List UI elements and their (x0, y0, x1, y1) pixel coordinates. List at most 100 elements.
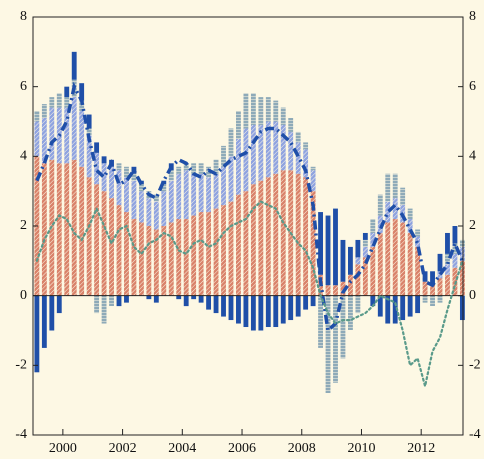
bar-segment (161, 191, 167, 226)
bar-segment (101, 295, 107, 324)
bar-segment (280, 107, 286, 125)
bar-segment (191, 295, 197, 300)
bar-segment (288, 295, 294, 321)
bar-segment (280, 295, 286, 324)
bar-segment (347, 246, 353, 275)
bar-segment (183, 219, 189, 296)
x-tick-label: 2004 (168, 441, 196, 456)
bar-segment (116, 205, 122, 296)
bar-segment (310, 166, 316, 171)
bar-segment (56, 295, 62, 314)
bar-segment (213, 173, 219, 209)
bar-segment (213, 159, 219, 174)
bar-segment (445, 274, 450, 296)
bar-segment (131, 180, 137, 220)
bar-segment (407, 232, 413, 296)
bar-segment (265, 295, 271, 328)
x-tick-label: 2010 (347, 441, 375, 456)
bar-segment (437, 278, 443, 296)
y2-tick-label: 0 (469, 288, 476, 303)
bar-segment (168, 222, 174, 296)
bar-segment (176, 295, 182, 300)
bar-segment (168, 170, 174, 181)
bar-segment (392, 198, 398, 220)
bar-segment (34, 121, 40, 157)
bar-segment (325, 285, 331, 296)
y-tick-label: 2 (20, 218, 27, 233)
bar-segment (422, 281, 428, 296)
bar-segment (146, 295, 152, 300)
bar-segment (86, 128, 92, 136)
bar-segment (221, 295, 226, 317)
bar-segment (318, 212, 323, 275)
bar-segment (385, 173, 391, 202)
bar-segment (377, 232, 383, 296)
bar-segment (273, 121, 279, 174)
bar-segment (221, 166, 226, 206)
bar-segment (146, 198, 152, 226)
bar-segment (407, 295, 413, 317)
bar-segment (49, 295, 55, 331)
bar-segment (355, 257, 361, 265)
bar-segment (295, 295, 301, 317)
bar-segment (116, 170, 122, 206)
bar-segment (362, 232, 368, 240)
bar-segment (101, 163, 107, 192)
bar-segment (124, 295, 129, 303)
bar-segment (228, 128, 234, 157)
bar-segment (265, 97, 271, 122)
bar-segment (280, 170, 286, 296)
bar-segment (400, 295, 406, 321)
bar-segment (176, 166, 182, 174)
bar-segment (295, 173, 301, 296)
bar-segment (385, 295, 391, 324)
bar-segment (131, 219, 137, 296)
bar-segment (250, 295, 256, 331)
bar-segment (243, 295, 249, 328)
bar-segment (198, 212, 204, 296)
bar-segment (370, 219, 376, 233)
bar-segment (430, 285, 435, 296)
bar-segment (221, 145, 226, 167)
bar-segment (459, 246, 465, 261)
bar-segment (392, 173, 398, 199)
bar-segment (228, 201, 234, 296)
bar-segment (138, 184, 144, 192)
bar-segment (258, 295, 264, 331)
bar-segment (161, 226, 167, 296)
bar-segment (318, 295, 323, 348)
bar-segment (198, 295, 204, 303)
bar-segment (258, 97, 264, 125)
y2-tick-label: -2 (469, 358, 481, 373)
y2-tick-label: 4 (469, 149, 476, 164)
bar-segment (41, 104, 47, 119)
y2-tick-label: 2 (469, 218, 476, 233)
bar-segment (191, 173, 197, 216)
bar-segment (288, 131, 294, 171)
y-tick-label: 6 (20, 79, 27, 94)
y-tick-label: 8 (20, 9, 27, 24)
bar-segment (310, 170, 316, 192)
bar-segment (310, 191, 316, 296)
bar-segment (228, 156, 234, 202)
bar-segment (422, 295, 428, 303)
bar-segment (347, 274, 353, 296)
bar-segment (206, 212, 212, 296)
bar-segment (445, 232, 450, 254)
bar-segment (79, 111, 85, 167)
bar-segment (79, 100, 85, 112)
bar-segment (221, 205, 226, 296)
bar-segment (34, 111, 40, 122)
bar-segment (94, 295, 100, 314)
bar-segment (228, 295, 234, 321)
bar-segment (183, 163, 189, 171)
bar-segment (56, 93, 62, 108)
bar-segment (250, 124, 256, 185)
bar-segment (303, 149, 309, 178)
bar-segment (445, 264, 450, 275)
bar-segment (101, 156, 107, 164)
bar-segment (71, 51, 77, 80)
bar-segment (138, 222, 144, 296)
